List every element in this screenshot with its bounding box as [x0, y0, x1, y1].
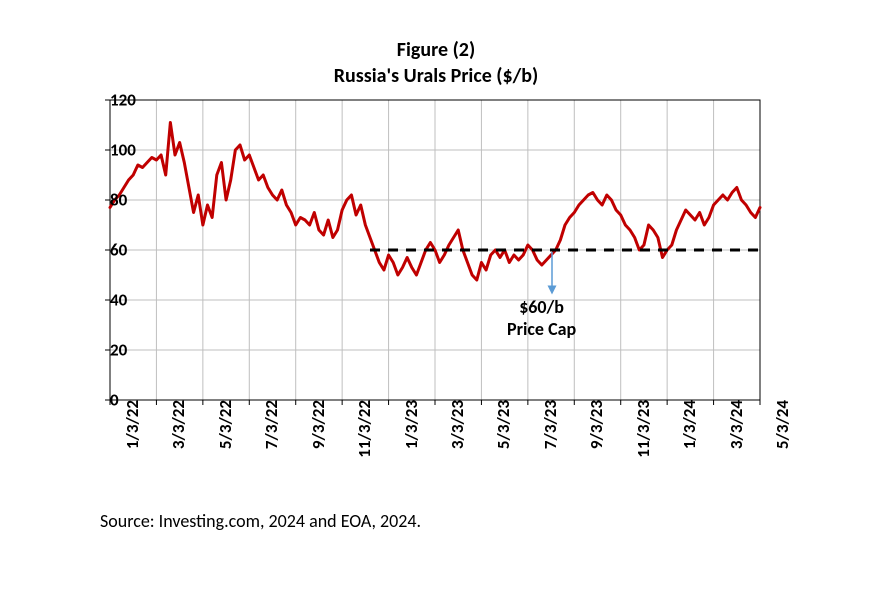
- y-tick-label: 100: [110, 140, 116, 161]
- chart-svg: [110, 100, 760, 400]
- x-tick-label: 5/3/23: [487, 400, 514, 449]
- figure-title-line2: Russia's Urals Price ($/b): [0, 64, 872, 88]
- x-tick-label: 3/3/24: [720, 400, 747, 449]
- y-tick-label: 60: [110, 240, 116, 261]
- x-tick-label: 5/3/22: [209, 400, 236, 449]
- x-tick-label: 1/3/23: [395, 400, 422, 449]
- price-cap-label-line1: $60/b: [519, 296, 564, 318]
- y-tick-label: 80: [110, 190, 116, 211]
- x-tick-label: 5/3/24: [766, 400, 793, 449]
- x-tick-label: 9/3/23: [580, 400, 607, 449]
- y-tick-label: 40: [110, 290, 116, 311]
- x-tick-label: 1/3/24: [673, 400, 700, 449]
- figure-container: Figure (2) Russia's Urals Price ($/b) 02…: [0, 0, 872, 606]
- x-tick-label: 9/3/22: [302, 400, 329, 449]
- source-citation: Source: Investing.com, 2024 and EOA, 202…: [100, 510, 421, 532]
- y-tick-label: 20: [110, 340, 116, 361]
- figure-title-line1: Figure (2): [0, 38, 872, 62]
- price-cap-label: $60/b Price Cap: [507, 296, 576, 340]
- x-tick-label: 7/3/23: [534, 400, 561, 449]
- x-tick-label: 1/3/22: [116, 400, 143, 449]
- x-tick-label: 7/3/22: [255, 400, 282, 449]
- y-tick-label: 120: [110, 90, 116, 111]
- x-tick-label: 11/3/23: [627, 400, 654, 458]
- x-tick-label: 3/3/23: [441, 400, 468, 449]
- x-tick-label: 11/3/22: [348, 400, 375, 458]
- x-tick-label: 3/3/22: [162, 400, 189, 449]
- chart-plot-area: 020406080100120 1/3/223/3/225/3/227/3/22…: [110, 100, 760, 400]
- price-cap-label-line2: Price Cap: [507, 318, 576, 340]
